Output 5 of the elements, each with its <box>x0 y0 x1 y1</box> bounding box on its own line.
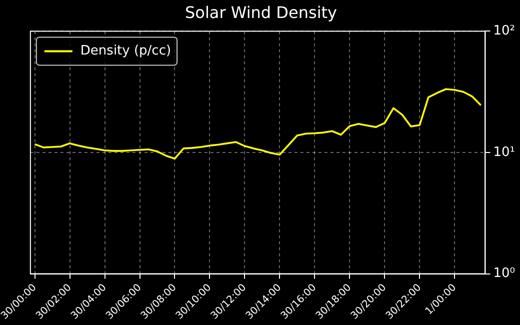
chart-title: Solar Wind Density <box>185 2 337 22</box>
y-tick-label: 10¹ <box>493 144 516 160</box>
y-tick-label: 10⁰ <box>493 266 516 282</box>
y-tick-label: 10² <box>493 24 516 39</box>
legend-label: Density (p/cc) <box>80 44 172 59</box>
